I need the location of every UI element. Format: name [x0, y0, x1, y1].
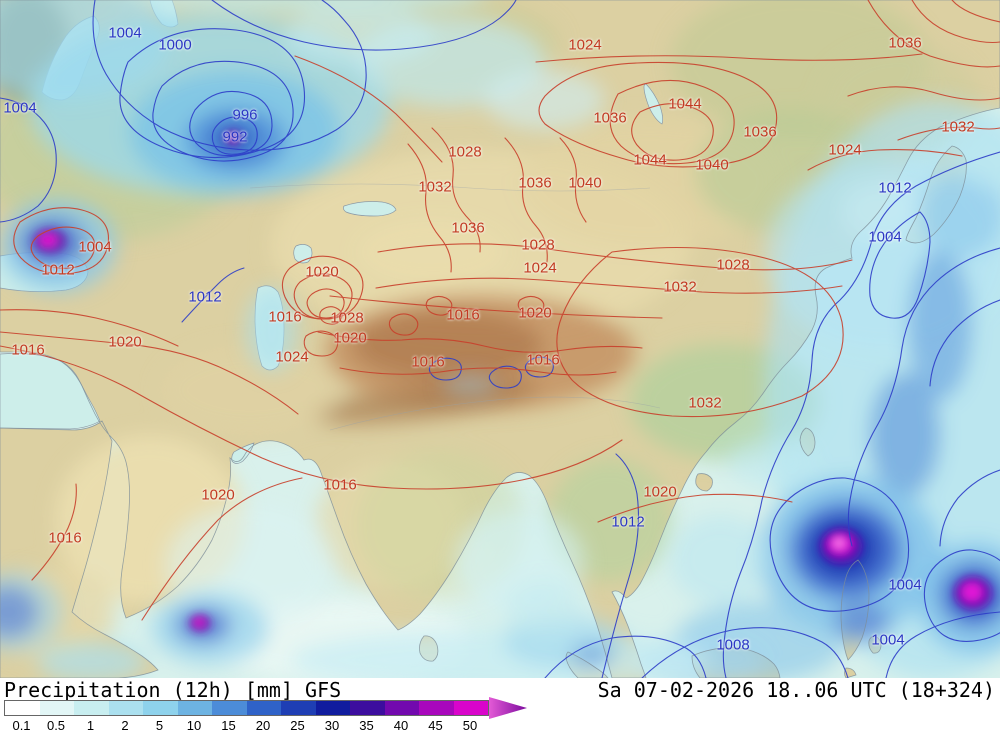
- colorbar-segment: [315, 701, 350, 715]
- colorbar-segment: [143, 701, 178, 715]
- colorbar-segment: [281, 701, 316, 715]
- country-borders: [249, 183, 661, 431]
- coastline-layer: [0, 0, 1000, 678]
- colorbar-tick-label: 50: [462, 718, 478, 733]
- colorbar-segment: [177, 701, 212, 715]
- map-title: Precipitation (12h) [mm] GFS: [4, 678, 342, 702]
- colorbar-segment: [212, 701, 247, 715]
- colorbar-tick-label: 5: [155, 718, 164, 733]
- colorbar-tick-label: 15: [221, 718, 236, 733]
- colorbar-tick-label: 35: [359, 718, 374, 733]
- isobars-blue: [0, 0, 1000, 678]
- colorbar-ticks: 0.1 0.5 1 2 5 10 15 20 25 30 35 40 45 50: [4, 718, 994, 734]
- map-canvas: [0, 0, 1000, 678]
- colorbar-tick-label: 1: [86, 718, 95, 733]
- colorbar-segment: [350, 701, 385, 715]
- colorbar-tick-label: 20: [255, 718, 271, 733]
- isobars-red: [0, 0, 1000, 621]
- colorbar-tick-label: 10: [186, 718, 202, 733]
- colorbar-tick-label: 2: [121, 718, 129, 733]
- colorbar-segment: [384, 701, 419, 715]
- colorbar-segment: [5, 701, 40, 715]
- precipitation-map: 1004 1000 1024 1036 1004 996 992 1036 1044 1036 10…: [0, 0, 1000, 678]
- colorbar-tick-label: 25: [290, 718, 305, 733]
- legend-footer: Precipitation (12h) [mm] GFS Sa 07-02-20…: [0, 678, 1000, 733]
- colorbar-segment: [108, 701, 143, 715]
- colorbar-segment: [419, 701, 454, 715]
- colorbar-tick-label: 40: [393, 718, 409, 733]
- colorbar-tick-label: 0.5: [46, 718, 66, 733]
- colorbar-tick-label: 0.1: [12, 718, 31, 733]
- colorbar: [4, 697, 527, 719]
- colorbar-segment: [39, 701, 74, 715]
- map-datetime: Sa 07-02-2026 18..06 UTC (18+324): [597, 678, 995, 702]
- colorbar-tick-label: 30: [324, 718, 340, 733]
- colorbar-arrow-icon: [489, 697, 527, 719]
- colorbar-segment: [453, 701, 488, 715]
- colorbar-segment: [246, 701, 281, 715]
- colorbar-segments: [4, 700, 489, 716]
- colorbar-segment: [74, 701, 109, 715]
- precipitation-layer: [0, 0, 1000, 678]
- colorbar-tick-label: 45: [428, 718, 443, 733]
